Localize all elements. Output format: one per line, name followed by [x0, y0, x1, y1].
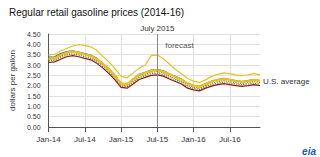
svg-text:1.00: 1.00	[27, 103, 41, 110]
svg-text:4.50: 4.50	[27, 31, 41, 38]
svg-text:Jan-15: Jan-15	[109, 135, 134, 144]
svg-text:eia: eia	[302, 146, 316, 157]
svg-text:2.00: 2.00	[27, 82, 41, 89]
svg-text:Jul-14: Jul-14	[74, 135, 96, 144]
svg-text:forecast: forecast	[165, 41, 194, 50]
svg-text:Jul-16: Jul-16	[219, 135, 241, 144]
svg-text:Jan-16: Jan-16	[181, 135, 206, 144]
svg-text:0.50: 0.50	[27, 113, 41, 120]
svg-text:1.50: 1.50	[27, 93, 41, 100]
svg-text:0.00: 0.00	[27, 124, 41, 131]
svg-text:3.50: 3.50	[27, 51, 41, 58]
svg-text:U.S. average: U.S. average	[263, 77, 310, 86]
svg-text:Jan-14: Jan-14	[36, 135, 61, 144]
svg-text:Regular retail gasoline prices: Regular retail gasoline prices (2014-16)	[9, 7, 184, 18]
svg-text:3.00: 3.00	[27, 62, 41, 69]
svg-text:July 2015: July 2015	[140, 24, 175, 33]
svg-text:4.00: 4.00	[27, 41, 41, 48]
svg-text:Jul-15: Jul-15	[146, 135, 168, 144]
svg-text:2.50: 2.50	[27, 72, 41, 79]
svg-text:dollars per gallon: dollars per gallon	[8, 50, 17, 111]
